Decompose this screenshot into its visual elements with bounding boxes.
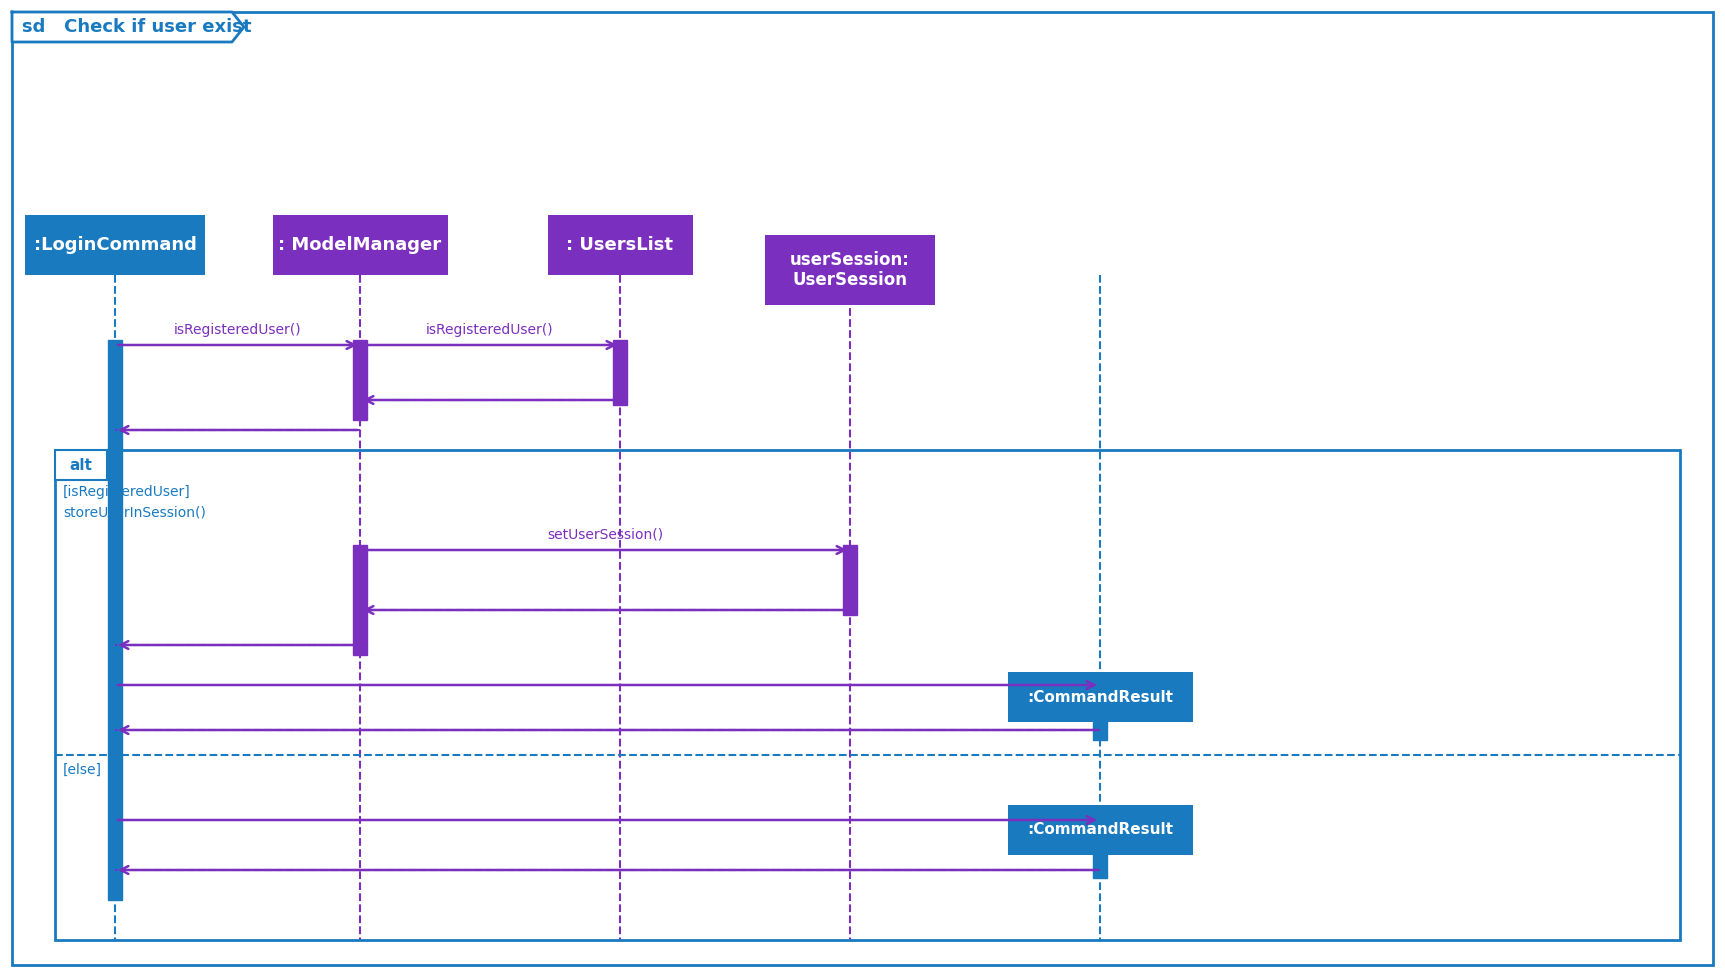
Text: :CommandResult: :CommandResult — [1026, 823, 1173, 837]
Bar — [109, 340, 122, 900]
Text: : UsersList: : UsersList — [566, 236, 673, 254]
Bar — [55, 450, 107, 480]
Text: storeUserInSession(): storeUserInSession() — [64, 506, 205, 520]
Bar — [612, 340, 626, 405]
Text: [isRegisteredUser]: [isRegisteredUser] — [64, 485, 191, 499]
Bar — [764, 235, 935, 305]
Bar — [1094, 680, 1107, 740]
Bar — [1094, 815, 1107, 878]
Bar — [547, 215, 692, 275]
Text: isRegisteredUser(): isRegisteredUser() — [174, 323, 302, 337]
Bar — [844, 545, 857, 615]
Text: setUserSession(): setUserSession() — [547, 528, 662, 542]
Text: alt: alt — [69, 457, 93, 473]
Bar — [55, 450, 1680, 940]
Bar — [24, 215, 205, 275]
Bar — [273, 215, 447, 275]
Bar — [1007, 672, 1192, 722]
Text: : ModelManager: : ModelManager — [278, 236, 442, 254]
Text: isRegisteredUser(): isRegisteredUser() — [426, 323, 554, 337]
Text: [else]: [else] — [64, 763, 102, 777]
Bar — [1007, 805, 1192, 855]
Bar — [354, 545, 367, 655]
Text: :LoginCommand: :LoginCommand — [33, 236, 197, 254]
Text: :CommandResult: :CommandResult — [1026, 690, 1173, 704]
Bar — [354, 340, 367, 420]
Polygon shape — [12, 12, 243, 42]
Text: userSession:
UserSession: userSession: UserSession — [790, 250, 911, 289]
Text: sd   Check if user exist: sd Check if user exist — [22, 18, 252, 36]
